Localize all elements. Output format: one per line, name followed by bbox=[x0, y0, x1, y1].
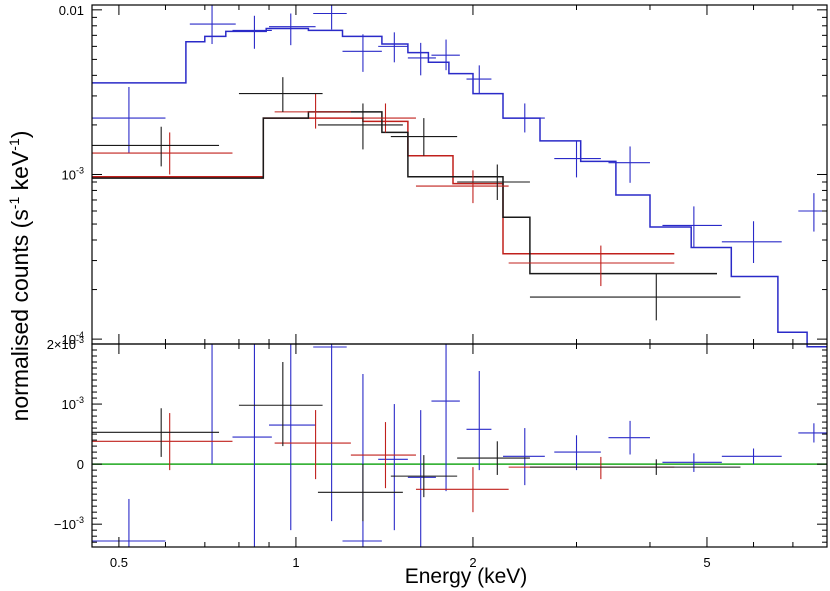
y-axis-title-sup2: -1 bbox=[6, 138, 22, 151]
residual-point-red bbox=[92, 413, 233, 471]
data-point-blue bbox=[378, 32, 408, 63]
residual-point-blue bbox=[662, 453, 722, 472]
data-point-blue bbox=[92, 86, 166, 154]
residual-y-tick-label-base: 0 bbox=[77, 457, 84, 472]
residual-point-blue bbox=[721, 448, 782, 465]
data-point-red bbox=[508, 245, 675, 287]
data-point-blue bbox=[189, 5, 236, 45]
residual-point-blue bbox=[378, 404, 408, 531]
residual-point-blue bbox=[503, 428, 545, 486]
data-point-blue bbox=[608, 146, 650, 183]
residual-point-blue bbox=[431, 344, 460, 492]
y-axis-title-mid: keV bbox=[7, 150, 33, 197]
black-model bbox=[92, 111, 717, 275]
data-point-black bbox=[238, 77, 323, 112]
x-tick-label: 0.5 bbox=[110, 555, 128, 570]
y-axis-title-sup1: -1 bbox=[6, 197, 22, 210]
x-axis-title: Energy (keV) bbox=[405, 565, 528, 588]
data-point-blue bbox=[503, 103, 545, 133]
data-point-blue bbox=[313, 5, 347, 30]
data-point-black bbox=[92, 126, 220, 167]
data-point-blue bbox=[431, 39, 460, 71]
data-point-black bbox=[457, 164, 530, 200]
residual-point-black bbox=[529, 459, 741, 475]
bottom-panel-frame bbox=[91, 343, 828, 548]
y-tick-label-base: 0.01 bbox=[59, 3, 84, 18]
residual-y-tick-label: 0 bbox=[77, 457, 84, 472]
x-tick-label: 1 bbox=[292, 555, 299, 570]
y-axis-title: normalised counts (s-1 keV-1) bbox=[6, 131, 33, 422]
residual-y-tick-label-exponent: -3 bbox=[76, 335, 84, 345]
y-axis-title-main: normalised counts (s bbox=[7, 209, 33, 421]
data-point-red bbox=[415, 170, 509, 204]
data-point-blue bbox=[269, 13, 316, 46]
residual-point-black bbox=[390, 455, 458, 498]
data-point-blue bbox=[554, 140, 601, 178]
y-tick-label: 10-4 bbox=[62, 330, 84, 347]
data-point-black bbox=[390, 118, 458, 156]
residual-point-blue bbox=[608, 420, 650, 455]
residual-point-blue bbox=[554, 435, 601, 471]
residual-point-blue bbox=[466, 371, 492, 471]
residual-point-red bbox=[274, 410, 351, 480]
y-tick-label-exponent: -3 bbox=[76, 165, 84, 175]
residual-y-tick-label-base: 2×10 bbox=[47, 337, 76, 352]
y-tick-label-exponent: -4 bbox=[76, 330, 84, 340]
residual-point-black bbox=[317, 464, 403, 522]
residual-point-blue bbox=[232, 344, 272, 547]
residual-point-red bbox=[350, 422, 416, 489]
data-point-blue bbox=[232, 15, 272, 49]
residual-y-tick-label-base: 10 bbox=[62, 397, 76, 412]
residual-point-blue bbox=[313, 344, 347, 522]
data-point-black bbox=[317, 103, 403, 150]
data-point-red bbox=[92, 132, 233, 175]
residual-y-tick-label: −10-3 bbox=[54, 515, 84, 532]
data-point-blue bbox=[466, 65, 492, 94]
data-point-blue bbox=[721, 221, 782, 263]
residual-point-blue bbox=[269, 344, 316, 531]
data-point-red bbox=[350, 103, 416, 133]
y-tick-label-base: 10 bbox=[62, 332, 76, 347]
residual-point-red bbox=[415, 467, 509, 513]
residual-point-black bbox=[238, 362, 323, 447]
y-axis-title-end: ) bbox=[7, 131, 33, 139]
residual-point-black bbox=[92, 408, 220, 457]
y-tick-label: 0.01 bbox=[59, 3, 84, 18]
residual-y-tick-label-exponent: -3 bbox=[76, 395, 84, 405]
residual-point-blue bbox=[92, 498, 166, 547]
data-point-blue bbox=[662, 206, 722, 248]
residual-y-tick-label-exponent: -3 bbox=[76, 515, 84, 525]
blue-model bbox=[92, 27, 827, 348]
residual-point-black bbox=[457, 441, 530, 475]
residual-y-tick-label: 2×10-3 bbox=[47, 335, 84, 352]
axis-ticks bbox=[92, 5, 828, 547]
residual-point-blue bbox=[407, 410, 436, 547]
x-tick-label: 5 bbox=[703, 555, 710, 570]
y-tick-label-base: 10 bbox=[62, 167, 76, 182]
chart-marks bbox=[92, 5, 827, 547]
data-point-blue bbox=[342, 34, 382, 72]
x-tick-label: 2 bbox=[469, 555, 476, 570]
data-point-red bbox=[274, 93, 351, 129]
data-point-black bbox=[529, 273, 741, 321]
residual-y-tick-label-base: −10 bbox=[54, 517, 76, 532]
y-tick-label: 10-3 bbox=[62, 165, 84, 182]
residual-y-tick-label: 10-3 bbox=[62, 395, 84, 412]
residual-point-blue bbox=[798, 423, 827, 443]
data-point-blue bbox=[407, 42, 436, 76]
